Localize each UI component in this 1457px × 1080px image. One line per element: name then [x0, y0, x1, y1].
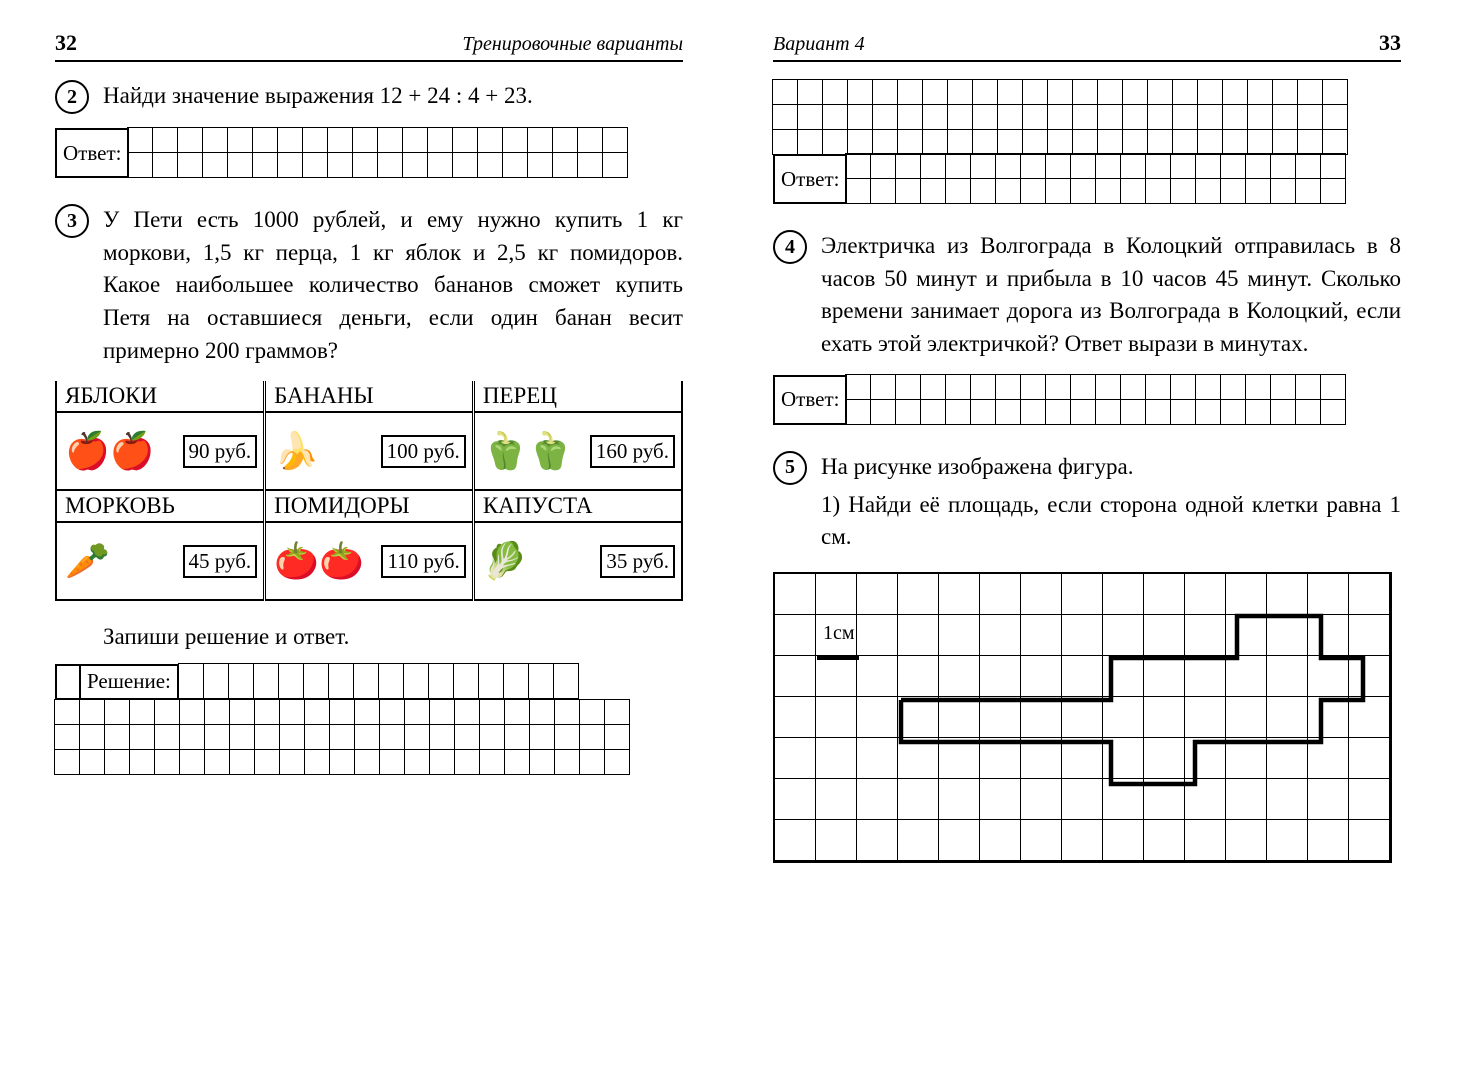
- page-title-left: Тренировочные варианты: [462, 33, 683, 56]
- task-5-num: 5: [773, 451, 807, 485]
- task-4-answer-grid: [846, 375, 1346, 425]
- page-header-right: Вариант 4 33: [773, 30, 1401, 62]
- page-left: 32 Тренировочные варианты 2 Найди значен…: [0, 0, 728, 1080]
- task-4-text: Электричка из Волгограда в Колоцкий отпр…: [821, 230, 1401, 361]
- prod-name-1: БАНАНЫ: [265, 381, 474, 412]
- task-4-answer: Ответ:: [773, 375, 1401, 425]
- product-table: ЯБЛОКИ БАНАНЫ ПЕРЕЦ 🍎🍎90 руб. 🍌100 руб. …: [55, 381, 683, 601]
- prod-cell-5: 🥬 35 руб.: [473, 522, 682, 600]
- top-answer-grid: [846, 154, 1346, 204]
- task-5-text-b: 1) Найди её площадь, если сторона одной …: [821, 489, 1401, 554]
- task-2-text: Найди значение выражения 12 + 24 : 4 + 2…: [103, 80, 533, 113]
- prod-cell-1: 🍌 100 руб.: [265, 412, 474, 490]
- task-2-num: 2: [55, 80, 89, 114]
- page-header-left: 32 Тренировочные варианты: [55, 30, 683, 62]
- banana-icon: 🍌: [274, 430, 319, 472]
- prod-name-3: МОРКОВЬ: [56, 490, 265, 522]
- price-3: 45 руб.: [183, 545, 258, 578]
- prod-name-4: ПОМИДОРЫ: [265, 490, 474, 522]
- solution-label: Решение:: [79, 664, 179, 700]
- task-3-instruction: Запиши решение и ответ.: [103, 621, 683, 654]
- page-number-right: 33: [1379, 30, 1401, 56]
- task-3-text: У Пети есть 1000 рублей, и ему нужно куп…: [103, 204, 683, 367]
- price-4: 110 руб.: [381, 545, 465, 578]
- task-2-answer: Ответ:: [55, 128, 683, 178]
- pepper-icon: 🫑🫑: [483, 430, 573, 472]
- price-2: 160 руб.: [590, 435, 675, 468]
- solution-row-top: [179, 664, 579, 700]
- prod-cell-0: 🍎🍎 90 руб.: [56, 412, 265, 490]
- solution-rows: [55, 700, 683, 775]
- tomato-icon: 🍅🍅: [274, 540, 364, 582]
- task-2: 2 Найди значение выражения 12 + 24 : 4 +…: [55, 80, 683, 114]
- solution-block: Решение:: [55, 664, 683, 775]
- price-5: 35 руб.: [600, 545, 675, 578]
- prod-name-0: ЯБЛОКИ: [56, 381, 265, 412]
- prod-name-2: ПЕРЕЦ: [473, 381, 682, 412]
- task-2-answer-label: Ответ:: [55, 128, 129, 178]
- figure-grid: 1см: [773, 572, 1392, 863]
- price-1: 100 руб.: [381, 435, 466, 468]
- task-3: 3 У Пети есть 1000 рублей, и ему нужно к…: [55, 204, 683, 367]
- task-4: 4 Электричка из Волгограда в Колоцкий от…: [773, 230, 1401, 361]
- top-answer: Ответ:: [773, 154, 1401, 204]
- page-number-left: 32: [55, 30, 77, 56]
- task-2-answer-grid: [128, 128, 628, 178]
- prod-cell-4: 🍅🍅 110 руб.: [265, 522, 474, 600]
- top-answer-label: Ответ:: [773, 154, 847, 204]
- apple-icon: 🍎🍎: [65, 430, 155, 472]
- task-4-num: 4: [773, 230, 807, 264]
- task-4-answer-label: Ответ:: [773, 375, 847, 425]
- top-work-grid: [773, 80, 1401, 155]
- task-3-num: 3: [55, 204, 89, 238]
- carrot-icon: 🥕: [65, 540, 110, 582]
- task-5: 5 На рисунке изображена фигура.: [773, 451, 1401, 485]
- cabbage-icon: 🥬: [483, 540, 528, 582]
- prod-name-5: КАПУСТА: [473, 490, 682, 522]
- page-title-right: Вариант 4: [773, 33, 865, 56]
- task-5-text-a: На рисунке изображена фигура.: [821, 451, 1134, 484]
- cm-label: 1см: [823, 622, 855, 645]
- prod-cell-3: 🥕 45 руб.: [56, 522, 265, 600]
- page-right: Вариант 4 33 Ответ: 4 Электричка из Волг…: [728, 0, 1456, 1080]
- prod-cell-2: 🫑🫑 160 руб.: [473, 412, 682, 490]
- price-0: 90 руб.: [183, 435, 258, 468]
